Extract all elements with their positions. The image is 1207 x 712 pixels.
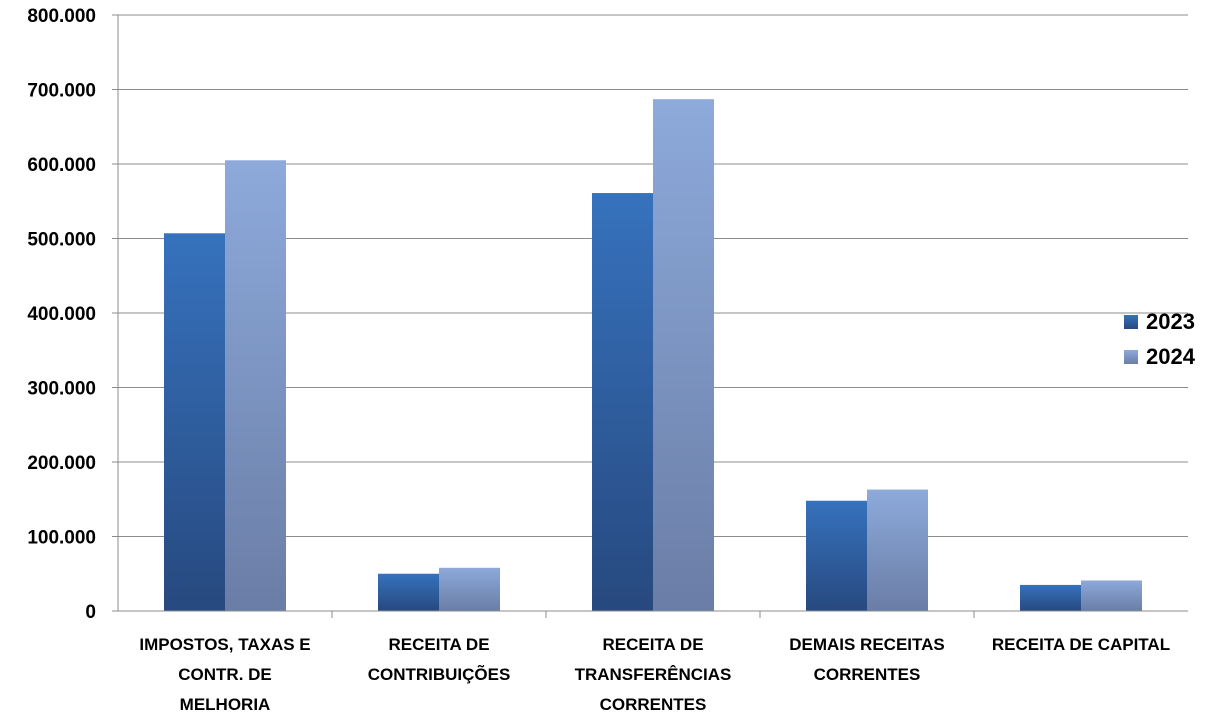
y-tick-label: 300.000 — [27, 379, 96, 400]
bar-2024 — [225, 160, 286, 611]
bar-2023 — [806, 500, 867, 611]
x-category-label: RECEITA DE CAPITAL — [992, 635, 1170, 654]
x-category-label: MELHORIA — [180, 695, 271, 712]
y-tick-label: 100.000 — [27, 528, 96, 549]
bar-2023 — [1020, 584, 1081, 611]
x-category-label: CORRENTES — [814, 665, 921, 684]
x-category-label: CORRENTES — [600, 695, 707, 712]
x-category-label: CONTRIBUIÇÕES — [368, 664, 511, 684]
bar-2024 — [1081, 580, 1142, 611]
legend-label-2024: 2024 — [1146, 344, 1196, 369]
bar-2024 — [867, 489, 928, 611]
y-tick-label: 800.000 — [27, 6, 96, 27]
x-category-label: TRANSFERÊNCIAS — [575, 665, 732, 684]
y-tick-label: 600.000 — [27, 155, 96, 176]
legend: 2023 2024 — [1124, 309, 1196, 369]
axes: 0 100.000 200.000 300.000 400.000 500.000 600.… — [27, 6, 1188, 712]
bar-2024 — [653, 99, 714, 611]
x-category-label: RECEITA DE — [388, 635, 489, 654]
y-tick-label: 0 — [85, 602, 96, 623]
bar-2023 — [164, 233, 225, 611]
legend-swatch-2023 — [1124, 315, 1138, 329]
y-tick-label: 500.000 — [27, 230, 96, 251]
y-tick-label: 400.000 — [27, 304, 96, 325]
x-category-label: IMPOSTOS, TAXAS E — [139, 635, 310, 654]
bars — [164, 99, 1142, 611]
x-category-label: CONTR. DE — [178, 665, 272, 684]
x-category-label: DEMAIS RECEITAS — [789, 635, 945, 654]
legend-label-2023: 2023 — [1146, 309, 1195, 334]
bar-2024 — [439, 567, 500, 611]
y-tick-label: 200.000 — [27, 453, 96, 474]
bar-2023 — [592, 193, 653, 611]
legend-swatch-2024 — [1124, 350, 1138, 364]
bar-2023 — [378, 573, 439, 611]
x-category-label: RECEITA DE — [602, 635, 703, 654]
y-tick-label: 700.000 — [27, 81, 96, 102]
